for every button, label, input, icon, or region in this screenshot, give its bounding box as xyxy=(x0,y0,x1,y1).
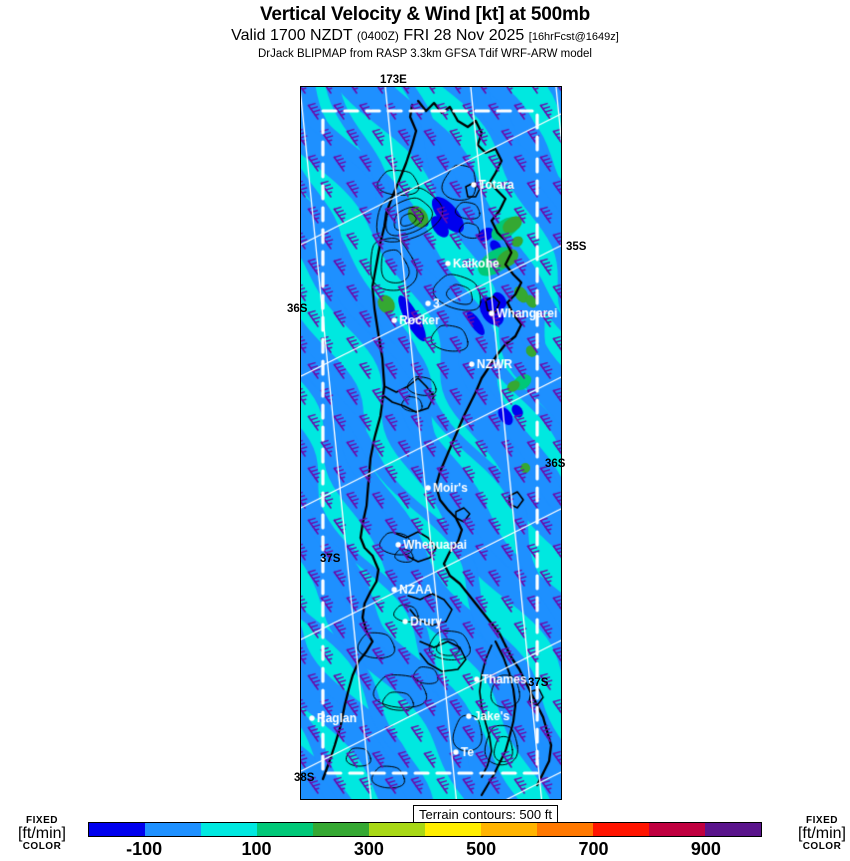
geo-label-173e-0: 173E xyxy=(380,74,407,86)
legend-left-units: [ft/min] xyxy=(17,825,66,842)
page-title: Vertical Velocity & Wind [kt] at 500mb xyxy=(259,4,591,25)
map-canvas[interactable] xyxy=(301,87,561,799)
legend-left-color: COLOR xyxy=(22,841,62,852)
legend-right-units: [ft/min] xyxy=(797,825,846,842)
colorbar-swatch-8 xyxy=(537,823,593,836)
geo-label-37s-4: 37S xyxy=(320,553,341,565)
colorbar-swatches xyxy=(88,822,762,837)
colorbar-tick-500: 500 xyxy=(466,839,497,859)
colorbar-swatch-5 xyxy=(369,823,425,836)
legend-right-color: COLOR xyxy=(802,841,842,852)
geo-label-36s-2: 36S xyxy=(287,303,308,315)
forecast-tag: [16hrFcst@1649z] xyxy=(528,31,619,43)
colorbar-swatch-2 xyxy=(201,823,257,836)
fixed-color-legend-right: FIXED [ft/min] COLOR xyxy=(780,816,850,852)
colorbar-tick-900: 900 xyxy=(690,839,721,859)
colorbar-tick-labels: -100 100 300 500 700 900 xyxy=(88,839,762,861)
valid-time-line: Valid 1700 NZDT (0400Z) FRI 28 Nov 2025 … xyxy=(0,26,850,47)
title-block: Vertical Velocity & Wind [kt] at 500mb V… xyxy=(0,0,850,62)
colorbar-swatch-10 xyxy=(649,823,705,836)
legend-left-fixed: FIXED xyxy=(26,815,58,826)
colorbar-swatch-9 xyxy=(593,823,649,836)
geo-label-38s-6: 38S xyxy=(294,772,315,784)
colorbar-swatch-0 xyxy=(89,823,145,836)
colorbar-tick-700: 700 xyxy=(578,839,609,859)
model-description: DrJack BLIPMAP from RASP 3.3km GFSA Tdif… xyxy=(257,48,592,60)
geo-label-36s-3: 36S xyxy=(545,458,566,470)
colorbar-swatch-4 xyxy=(313,823,369,836)
colorbar-swatch-6 xyxy=(425,823,481,836)
legend-right-fixed: FIXED xyxy=(806,815,838,826)
colorbar-tick--100: -100 xyxy=(126,839,163,859)
colorbar-swatch-7 xyxy=(481,823,537,836)
fixed-color-legend-left: FIXED [ft/min] COLOR xyxy=(0,816,84,852)
geo-label-35s-1: 35S xyxy=(566,241,587,253)
colorbar-swatch-3 xyxy=(257,823,313,836)
colorbar-panel: -100 100 300 500 700 900 xyxy=(0,820,850,860)
valid-date: FRI 28 Nov 2025 xyxy=(403,27,525,44)
colorbar-tick-300: 300 xyxy=(353,839,384,859)
valid-time-prefix: Valid 1700 NZDT xyxy=(231,27,353,44)
terrain-contour-note: Terrain contours: 500 ft xyxy=(413,805,558,825)
colorbar-swatch-1 xyxy=(145,823,201,836)
weather-map[interactable] xyxy=(300,86,562,800)
colorbar-tick-100: 100 xyxy=(241,839,272,859)
colorbar-swatch-11 xyxy=(705,823,761,836)
geo-label-37s-5: 37S xyxy=(528,677,549,689)
valid-time-utc: (0400Z) xyxy=(356,29,399,43)
